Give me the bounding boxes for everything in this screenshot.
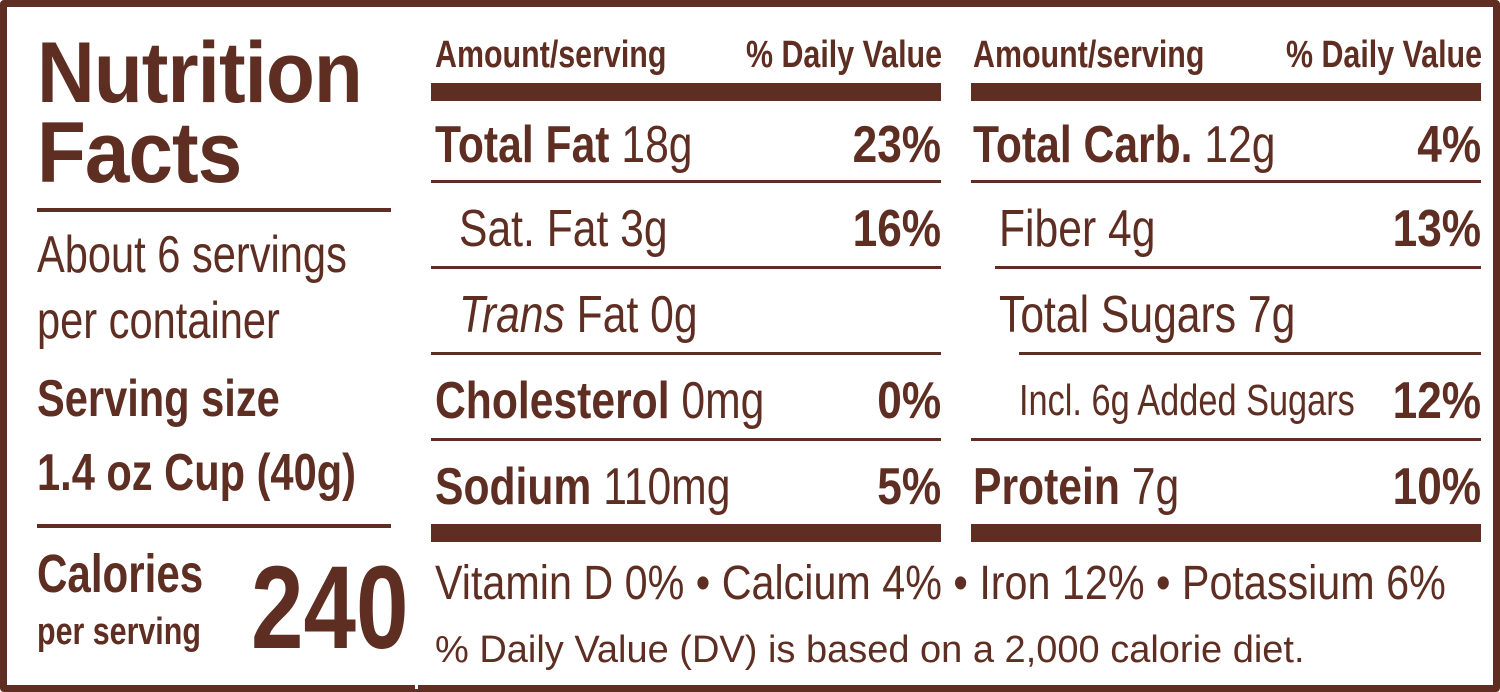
right-rule-4: [971, 438, 1481, 441]
left-rule-4: [431, 438, 941, 441]
right-header-dv: % Daily Value: [1286, 34, 1483, 76]
left-header-dv: % Daily Value: [746, 34, 943, 76]
right-row-fiber: Fiber 4g: [999, 200, 1156, 258]
right-header-bar: [971, 83, 1481, 101]
right-header-amount: Amount/serving: [973, 34, 1205, 76]
title-facts: Facts: [37, 105, 242, 201]
right-dv-protein: 10%: [1392, 458, 1481, 516]
left-header-bar: [431, 83, 941, 101]
right-row-added-sugars: Incl. 6g Added Sugars: [1019, 376, 1355, 425]
left-dv-sodium: 5%: [877, 458, 941, 516]
left-row-cholesterol: Cholesterol 0mg: [435, 372, 765, 430]
left-rule-3: [431, 352, 941, 355]
calories-value: 240: [251, 542, 409, 674]
panel-gap: [415, 17, 418, 689]
left-row-trans-fat: Trans Fat 0g: [459, 286, 698, 344]
serving-size-label: Serving size: [37, 370, 280, 428]
serving-rule: [37, 524, 391, 528]
left-rule-2: [431, 266, 941, 269]
title-rule: [37, 208, 391, 212]
right-row-total-carb: Total Carb. 12g: [973, 116, 1276, 174]
servings-per-container-line1: About 6 servings: [37, 226, 347, 284]
servings-per-container-line2: per container: [37, 292, 280, 350]
right-dv-added-sugars: 12%: [1392, 372, 1481, 430]
left-dv-sat-fat: 16%: [852, 200, 941, 258]
left-header-amount: Amount/serving: [435, 34, 667, 76]
right-bottom-bar: [971, 524, 1481, 542]
left-dv-cholesterol: 0%: [877, 372, 941, 430]
right-rule-1: [971, 180, 1481, 183]
right-dv-total-carb: 4%: [1417, 116, 1481, 174]
right-row-total-sugars: Total Sugars 7g: [999, 286, 1296, 344]
right-dv-fiber: 13%: [1392, 200, 1481, 258]
right-row-protein: Protein 7g: [973, 458, 1180, 516]
left-bottom-bar: [431, 524, 941, 542]
daily-value-footnote: % Daily Value (DV) is based on a 2,000 c…: [435, 629, 1305, 671]
right-rule-2: [995, 266, 1481, 269]
serving-size-value: 1.4 oz Cup (40g): [37, 444, 356, 502]
left-row-sat-fat: Sat. Fat 3g: [459, 200, 668, 258]
calories-label: Calories: [37, 544, 204, 604]
title-nutrition: Nutrition: [37, 25, 363, 121]
left-rule-1: [431, 180, 941, 183]
right-rule-3: [1019, 352, 1481, 355]
left-dv-total-fat: 23%: [852, 116, 941, 174]
left-row-total-fat: Total Fat 18g: [435, 116, 693, 174]
vitamins-minerals: Vitamin D 0% • Calcium 4% • Iron 12% • P…: [435, 557, 1446, 610]
left-row-sodium: Sodium 110mg: [435, 458, 731, 516]
calories-per-serving-label: per serving: [37, 611, 201, 653]
